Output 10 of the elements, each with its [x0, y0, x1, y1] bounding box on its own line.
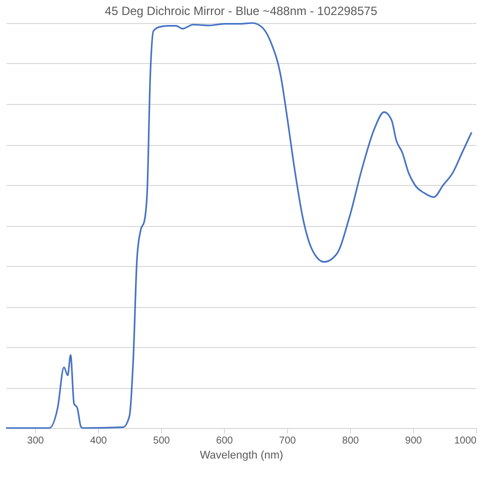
- x-tick-label: 900: [405, 436, 422, 446]
- chart-title: 45 Deg Dichroic Mirror - Blue ~488nm - 102298575: [104, 4, 378, 18]
- x-tick-label: 600: [216, 436, 234, 446]
- x-tick-label: 800: [342, 436, 360, 446]
- x-tick-label: 300: [27, 436, 44, 446]
- x-tick-label: 1000: [454, 436, 477, 446]
- x-axis-title: Wavelength (nm): [200, 450, 284, 462]
- x-tick-label: 700: [279, 436, 296, 446]
- x-tick-label: 400: [90, 436, 108, 446]
- x-tick-label: 500: [153, 436, 170, 446]
